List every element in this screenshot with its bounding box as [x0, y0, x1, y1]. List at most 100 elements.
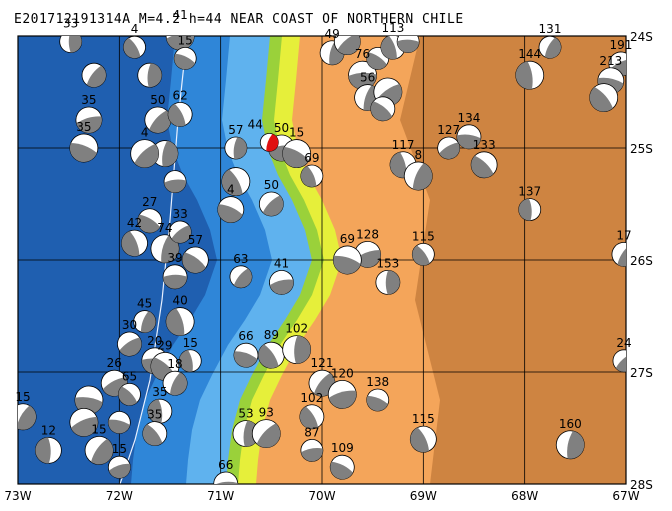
- focal-mechanism: [144, 106, 172, 134]
- depth-label: 137: [518, 185, 541, 199]
- y-tick-label: 27S: [630, 366, 653, 380]
- depth-label: 20: [147, 334, 162, 348]
- x-tick-label: 71W: [207, 489, 234, 503]
- focal-mechanism: [332, 245, 362, 275]
- focal-mechanism: [329, 454, 355, 480]
- depth-label: 62: [172, 88, 187, 102]
- focal-mechanism: [69, 133, 99, 163]
- depth-label: 213: [599, 54, 622, 68]
- depth-label: 24: [616, 336, 631, 350]
- focal-mechanism: [217, 196, 245, 224]
- focal-mechanism: [173, 47, 197, 70]
- depth-label: 15: [112, 442, 127, 456]
- focal-mechanism: [251, 419, 281, 449]
- focal-mechanism: [366, 388, 390, 412]
- focal-mechanism: [151, 140, 179, 168]
- focal-mechanism: [130, 139, 160, 169]
- focal-mechanism: [69, 407, 99, 437]
- focal-mechanism: [213, 471, 239, 484]
- x-tick-label: 70W: [308, 489, 335, 503]
- depth-label: 57: [188, 233, 203, 247]
- focal-mechanism: [396, 36, 420, 53]
- focal-mechanism: [282, 335, 312, 365]
- x-tick-label: 68W: [511, 489, 538, 503]
- depth-label: 45: [137, 297, 152, 311]
- depth-label: 15: [183, 336, 198, 350]
- y-tick-label: 28S: [630, 478, 653, 492]
- depth-label: 18: [167, 357, 182, 371]
- focal-mechanism: [117, 331, 142, 357]
- depth-label: 131: [539, 22, 562, 36]
- focal-mechanism: [147, 398, 173, 424]
- focal-mechanism: [142, 421, 168, 447]
- x-tick-label: 73W: [4, 489, 31, 503]
- focal-mechanism: [178, 349, 202, 373]
- depth-label: 33: [172, 207, 187, 221]
- depth-label: 50: [264, 178, 279, 192]
- depth-label: 4: [227, 183, 235, 197]
- focal-mechanism: [258, 191, 284, 217]
- depth-label: 4: [131, 22, 139, 36]
- focal-mechanism: [409, 425, 437, 453]
- focal-mechanism: [515, 60, 545, 90]
- depth-label: 115: [412, 412, 435, 426]
- depth-label: 113: [381, 21, 404, 35]
- focal-mechanism: [224, 136, 248, 160]
- focal-mechanism: [333, 36, 361, 55]
- focal-mechanism: [118, 382, 141, 406]
- focal-mechanism: [137, 208, 163, 234]
- focal-mechanism: [403, 161, 433, 191]
- depth-label: 134: [457, 111, 480, 125]
- focal-mechanism: [107, 455, 131, 479]
- target-event-mechanism: [259, 132, 279, 152]
- depth-label: 40: [172, 294, 187, 308]
- depth-label: 35: [76, 120, 91, 134]
- depth-label: 50: [274, 121, 289, 135]
- longitude-ticks: 73W 72W 71W 70W 69W 68W 67W: [4, 489, 639, 503]
- x-tick-label: 72W: [106, 489, 133, 503]
- depth-label: 69: [340, 232, 355, 246]
- focal-mechanism: [300, 438, 324, 462]
- y-tick-label: 25S: [630, 142, 653, 156]
- depth-label: 117: [392, 138, 415, 152]
- focal-mechanism: [327, 379, 357, 409]
- focal-mechanism: [282, 139, 312, 169]
- depth-label: 8: [414, 148, 422, 162]
- depth-label: 15: [91, 422, 106, 436]
- depth-label: 191: [609, 38, 632, 52]
- focal-mechanism: [84, 435, 114, 465]
- depth-label: 65: [122, 369, 137, 383]
- map-title: E201712191314A M=4.2 h=44 NEAR COAST OF …: [14, 12, 464, 27]
- focal-mechanism: [75, 106, 103, 134]
- focal-mechanism: [555, 430, 585, 460]
- depth-label: 30: [122, 318, 137, 332]
- depth-label: 35: [81, 93, 96, 107]
- focal-mechanism: [137, 62, 163, 88]
- depth-label: 56: [360, 71, 375, 85]
- focal-mechanism: [150, 234, 180, 264]
- depth-label: 33: [63, 17, 78, 31]
- focal-mechanism: [181, 246, 209, 274]
- depth-label: 41: [274, 256, 289, 270]
- depth-label: 74: [157, 221, 172, 235]
- depth-label: 29: [157, 338, 172, 352]
- depth-label: 120: [331, 366, 354, 380]
- depth-label: 144: [518, 47, 541, 61]
- depth-label: 35: [152, 385, 167, 399]
- depth-label: 26: [107, 356, 122, 370]
- y-tick-label: 24S: [630, 30, 653, 44]
- depth-label: 138: [366, 375, 389, 389]
- focal-mechanism-layer: [18, 36, 626, 484]
- focal-mechanism: [123, 36, 146, 59]
- depth-label: 15: [15, 390, 30, 404]
- depth-label: 102: [285, 322, 308, 336]
- depth-label: 53: [238, 407, 253, 421]
- focal-mechanism: [163, 170, 187, 194]
- depth-label: 42: [127, 216, 142, 230]
- x-tick-label: 67W: [612, 489, 639, 503]
- focal-mechanism: [221, 167, 251, 197]
- focal-mechanism: [167, 102, 193, 127]
- depth-label: 35: [147, 408, 162, 422]
- depth-label: 41: [172, 8, 187, 22]
